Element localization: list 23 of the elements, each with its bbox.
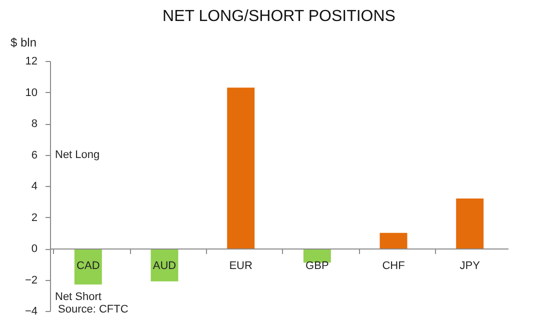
annotation: Net Long bbox=[55, 148, 100, 161]
x-tick-label: CAD bbox=[76, 260, 100, 272]
bar bbox=[227, 88, 255, 248]
y-tick-label: −2 bbox=[24, 274, 38, 286]
y-tick-label: 0 bbox=[31, 243, 38, 255]
y-tick-label: −4 bbox=[24, 306, 38, 318]
x-tick-label: GBP bbox=[306, 260, 329, 272]
y-tick-label: 6 bbox=[31, 149, 38, 162]
y-tick-label: 2 bbox=[31, 212, 38, 224]
y-tick-label: 8 bbox=[31, 118, 38, 130]
x-tick-label: EUR bbox=[229, 260, 252, 272]
chart-title: NET LONG/SHORT POSITIONS bbox=[162, 8, 396, 25]
x-tick-label: AUD bbox=[152, 260, 176, 272]
x-tick-label: JPY bbox=[460, 260, 481, 272]
y-tick-label: 4 bbox=[31, 180, 38, 192]
y-axis-title: $ bln bbox=[10, 36, 37, 50]
x-tick-label: CHF bbox=[382, 260, 406, 272]
annotation: Net Short bbox=[55, 290, 102, 303]
y-tick-label: 12 bbox=[25, 56, 38, 68]
bar bbox=[380, 232, 408, 248]
annotation: Source: CFTC bbox=[58, 303, 128, 316]
y-tick-label: 10 bbox=[25, 86, 38, 99]
bar bbox=[456, 198, 484, 248]
